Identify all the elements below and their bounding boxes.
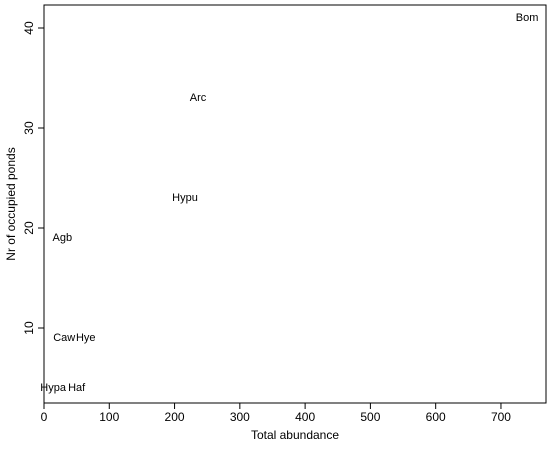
point-label: Hye <box>76 332 96 344</box>
y-tick-label: 40 <box>22 21 36 35</box>
x-tick-label: 700 <box>491 410 511 424</box>
y-tick-label: 10 <box>22 321 36 335</box>
x-tick-label: 0 <box>41 410 48 424</box>
x-tick-label: 200 <box>165 410 185 424</box>
x-tick-label: 600 <box>426 410 446 424</box>
y-axis-label: Nr of occupied ponds <box>4 147 18 260</box>
x-tick-label: 100 <box>99 410 119 424</box>
x-tick-label: 300 <box>230 410 250 424</box>
plot-frame <box>43 4 547 404</box>
y-tick-label: 30 <box>22 121 36 135</box>
x-axis-label: Total abundance <box>251 428 339 442</box>
point-label: Hypu <box>172 192 198 204</box>
point-label: Agb <box>52 232 72 244</box>
x-tick-label: 400 <box>295 410 315 424</box>
point-label: Arc <box>190 92 207 104</box>
x-tick-label: 500 <box>360 410 380 424</box>
y-tick-label: 20 <box>22 221 36 235</box>
point-label: Bom <box>516 12 539 24</box>
point-label: Haf <box>68 382 86 394</box>
point-label: Caw <box>53 332 75 344</box>
point-label: Hypa <box>40 382 67 394</box>
